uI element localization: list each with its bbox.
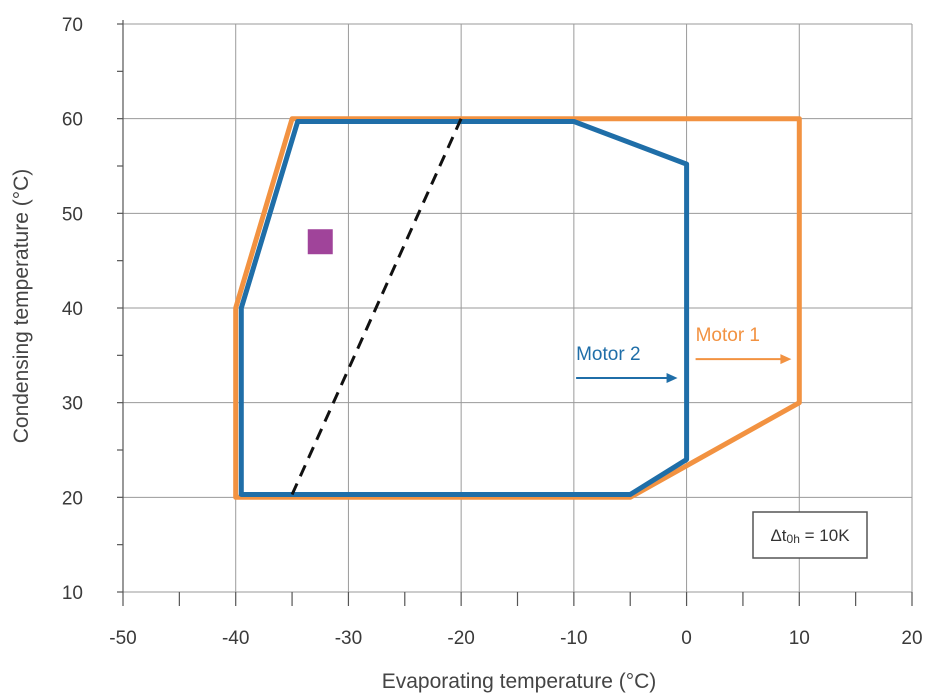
- y-tick-label: 30: [62, 394, 83, 415]
- x-tick-label: -40: [222, 628, 249, 649]
- series-2-label: Motor 2: [576, 344, 640, 365]
- square-marker: [307, 229, 333, 255]
- x-tick-label: -30: [335, 628, 362, 649]
- x-tick-label: 10: [789, 628, 810, 649]
- x-tick-label: -50: [109, 628, 136, 649]
- annotation-layer: Motor 1 Motor 2: [576, 325, 792, 384]
- note-value: = 10K: [800, 526, 850, 545]
- axes: 10 20 30 40 50 60 70 -50 -40 -30 -20 -10 0 10 20: [62, 15, 923, 649]
- x-tick-label: 20: [901, 628, 922, 649]
- y-tick-label: 10: [62, 583, 83, 604]
- arrow-head-icon: [780, 354, 792, 365]
- x-tick-label: -20: [447, 628, 474, 649]
- y-tick-label: 40: [62, 299, 83, 320]
- note-box: Δt0h = 10K: [752, 511, 868, 559]
- svg-text:Δt0h = 10K: Δt0h = 10K: [770, 526, 850, 546]
- x-axis-title: Evaporating temperature (°C): [382, 670, 657, 693]
- y-tick-label: 70: [62, 15, 83, 36]
- y-axis-title: Condensing temperature (°C): [10, 169, 33, 444]
- note-subscript: 0h: [787, 532, 800, 546]
- note-delta: Δt: [770, 526, 786, 545]
- arrow-head-icon: [666, 373, 678, 384]
- series-2-envelope: [238, 119, 690, 497]
- y-tick-label: 50: [62, 204, 83, 225]
- x-tick-label: 0: [681, 628, 692, 649]
- y-tick-label: 20: [62, 488, 83, 509]
- series-1-label: Motor 1: [696, 325, 760, 346]
- y-tick-label: 60: [62, 110, 83, 131]
- dashed-line: [290, 118, 463, 496]
- x-tick-label: -10: [560, 628, 587, 649]
- marker-layer: [307, 229, 333, 255]
- series-1-envelope: [233, 116, 802, 500]
- series-layer: [233, 116, 802, 500]
